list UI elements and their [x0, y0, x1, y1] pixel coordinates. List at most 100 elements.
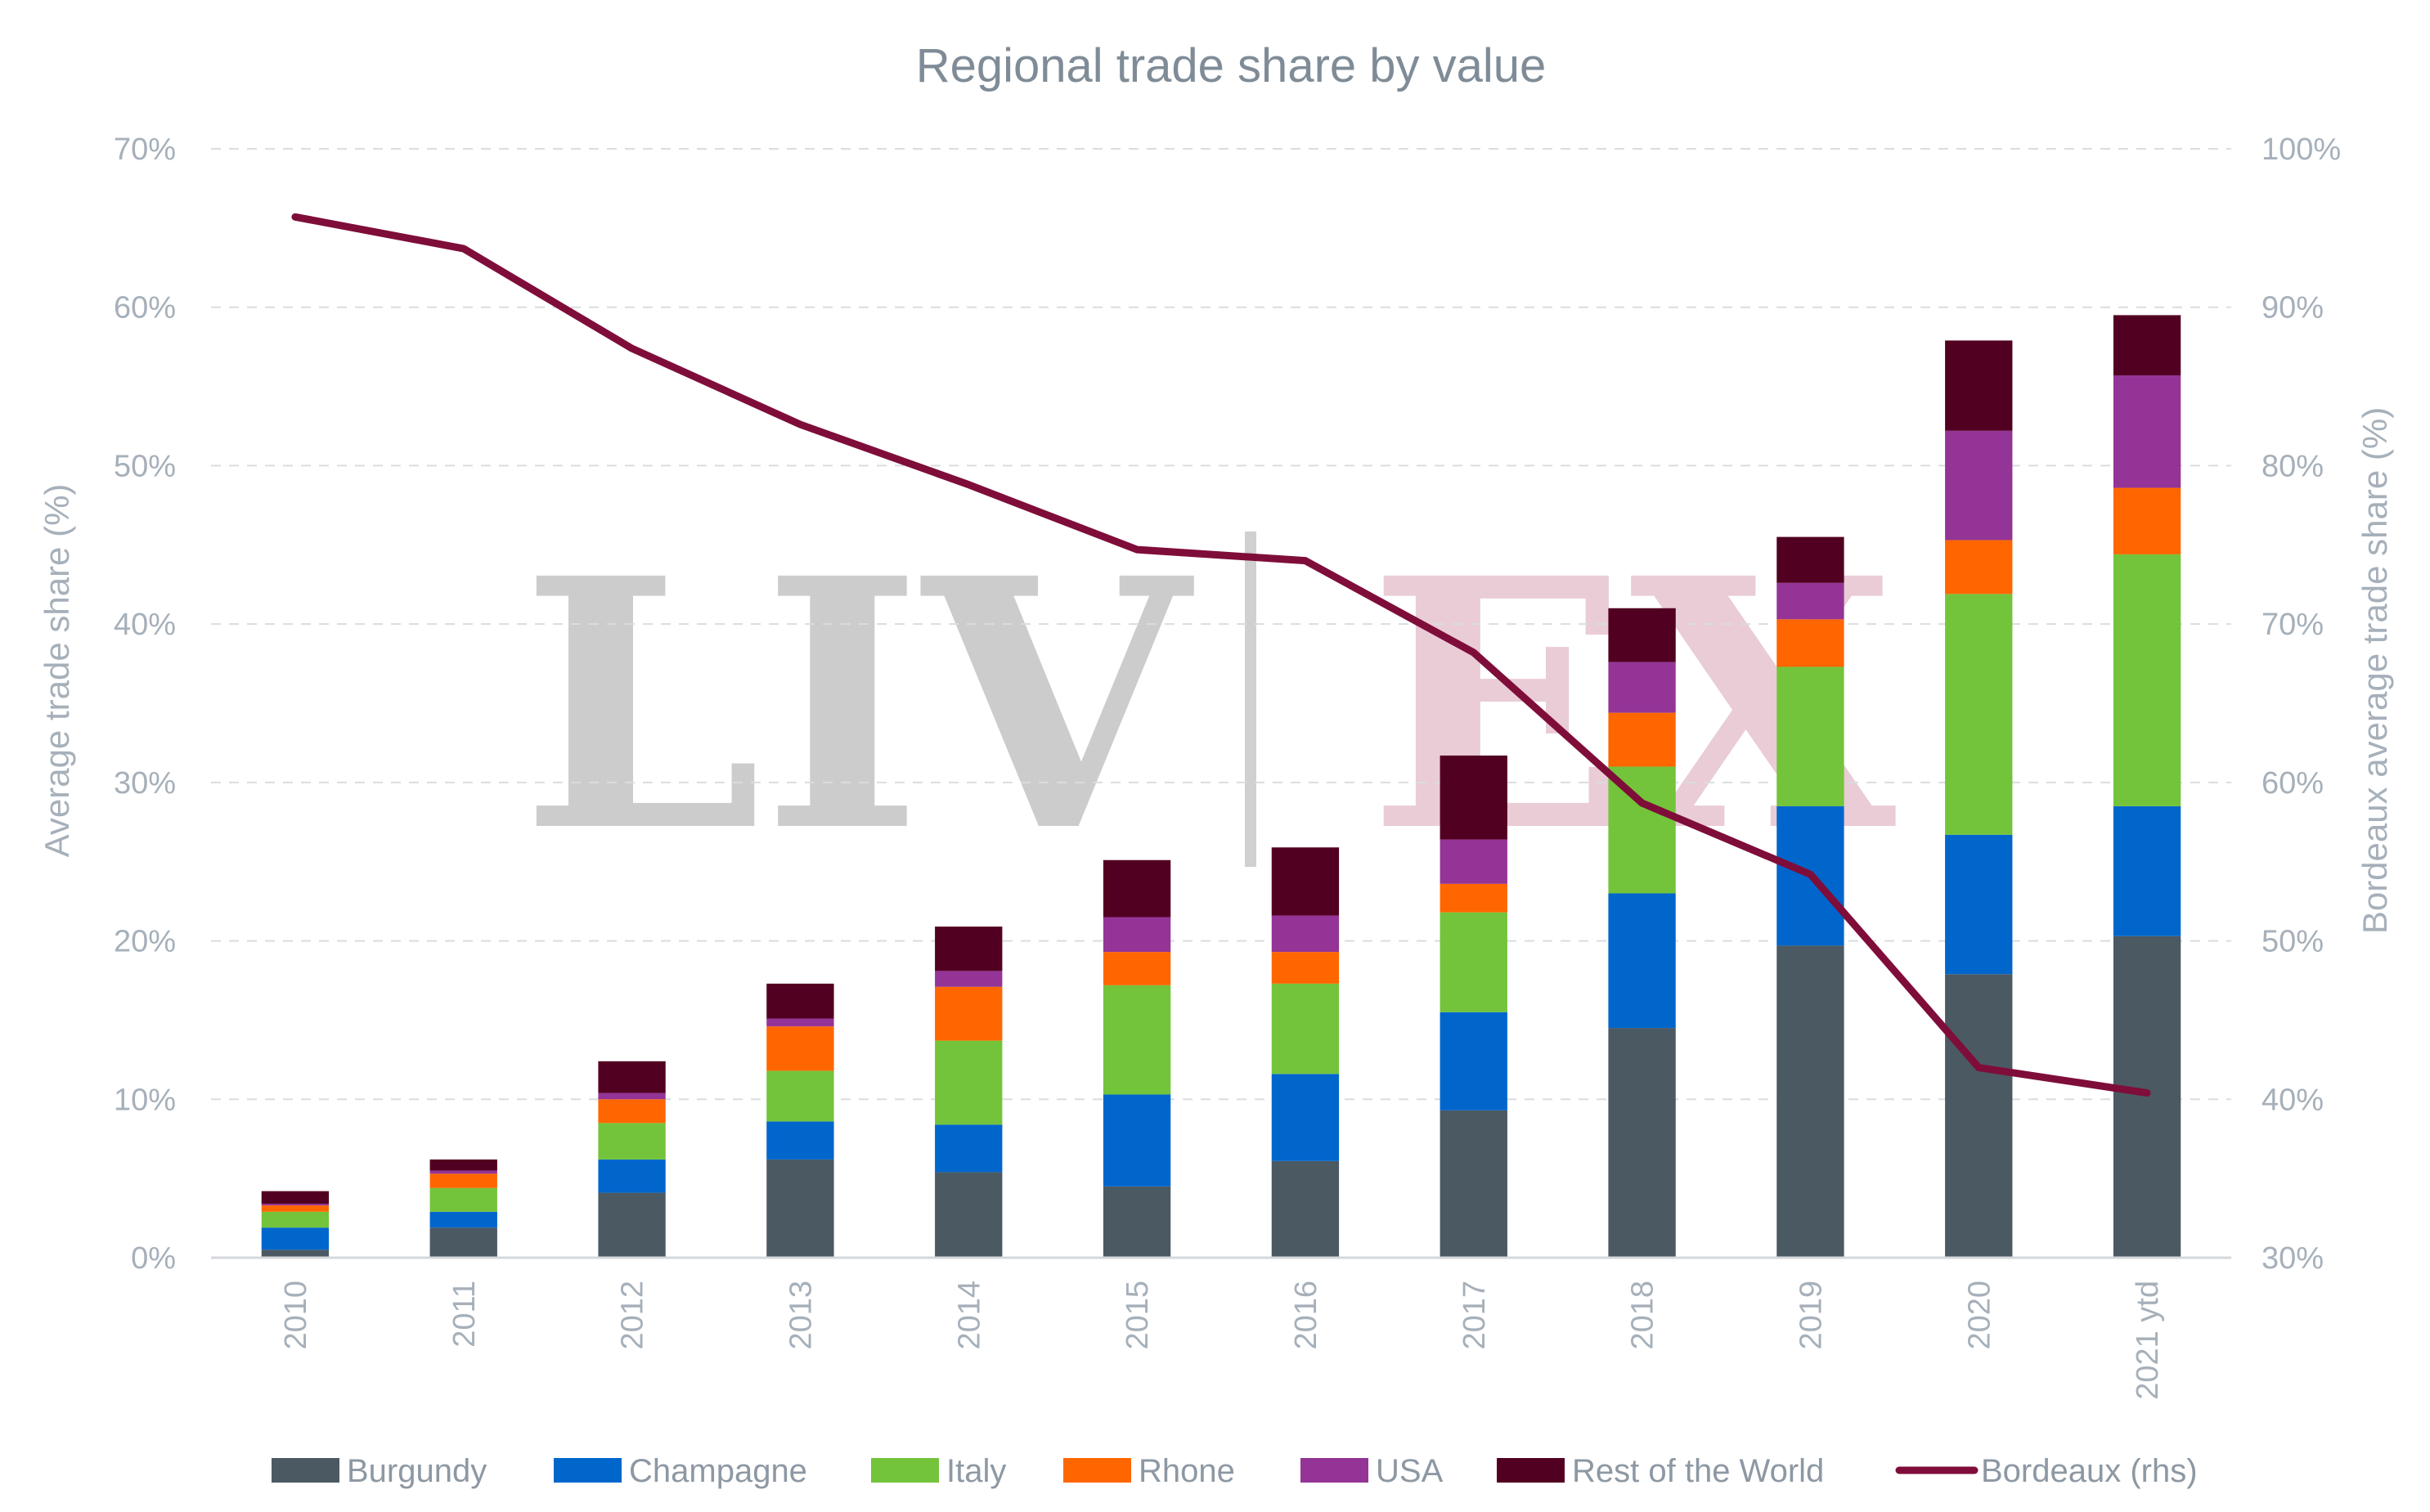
x-tick-label: 2010	[279, 1281, 313, 1350]
bar-italy	[1271, 983, 1340, 1075]
bar-champagne	[1945, 834, 2013, 975]
bar-usa	[1440, 839, 1507, 884]
bar-italy	[261, 1211, 330, 1228]
y-tick-label: 0%	[131, 1241, 176, 1276]
bar-usa	[598, 1092, 666, 1100]
watermark-divider	[1245, 532, 1256, 867]
bar-rhone	[935, 986, 1003, 1041]
legend-label-rhone: Rhone	[1139, 1453, 1235, 1489]
bar-rest-of-the-world	[1271, 847, 1340, 916]
y-tick-label: 40%	[114, 608, 176, 642]
gridlines	[211, 148, 2231, 1101]
bar-champagne	[598, 1159, 666, 1193]
bar-italy	[766, 1070, 834, 1122]
line-bordeaux-rhs	[291, 213, 2151, 1097]
bar-usa	[935, 971, 1003, 987]
x-tick-label: 2018	[1626, 1281, 1660, 1350]
bar-rest-of-the-world	[429, 1159, 497, 1171]
bar-champagne	[429, 1211, 497, 1228]
watermark-liv: LIV	[520, 505, 1196, 908]
bar-burgundy	[1945, 974, 2013, 1258]
bar-burgundy	[1271, 1160, 1340, 1258]
legend-label-bordeaux-rhs: Bordeaux (rhs)	[1981, 1453, 2198, 1489]
bar-italy	[1440, 912, 1507, 1012]
x-tick-label: 2019	[1794, 1281, 1828, 1350]
legend-label-burgundy: Burgundy	[347, 1453, 487, 1489]
bar-burgundy	[1440, 1110, 1507, 1258]
x-tick-label: 2012	[616, 1281, 650, 1350]
x-tick-label: 2020	[1962, 1281, 1997, 1350]
bar-rest-of-the-world	[1608, 608, 1676, 662]
x-tick-label: 2017	[1458, 1281, 1492, 1350]
legend-swatch-usa	[1300, 1458, 1368, 1483]
bar-champagne	[2113, 805, 2181, 936]
bar-rest-of-the-world	[1103, 859, 1171, 918]
axes: 0% 10% 20% 30% 40% 50% 60% 70% 30% 40% 50% 60% 70% 80…	[114, 132, 2341, 1400]
bar-rest-of-the-world	[1440, 755, 1507, 840]
bar-italy	[1103, 985, 1171, 1095]
y-tick-label: 70%	[114, 132, 176, 167]
y2-tick-label: 70%	[2262, 608, 2324, 642]
bar-rhone	[1103, 952, 1171, 985]
bar-champagne	[1440, 1012, 1507, 1110]
bar-italy	[429, 1187, 497, 1212]
bar-rest-of-the-world	[1776, 536, 1844, 583]
bar-burgundy	[598, 1192, 666, 1258]
y-tick-label: 30%	[114, 766, 176, 801]
bar-burgundy	[2113, 935, 2181, 1258]
x-tick-label: 2015	[1121, 1281, 1155, 1350]
bar-usa	[766, 1018, 834, 1027]
bar-champagne	[935, 1124, 1003, 1173]
bar-rhone	[1608, 712, 1676, 767]
legend-label-rest-of-the-world: Rest of the World	[1572, 1453, 1824, 1489]
bar-rhone	[1776, 619, 1844, 667]
bar-usa	[1271, 915, 1340, 953]
legend: Burgundy Champagne Italy Rhone USA Rest of th…	[272, 1453, 2198, 1489]
y-tick-label: 60%	[114, 291, 176, 325]
legend-swatch-italy	[871, 1458, 939, 1483]
legend-swatch-champagne	[554, 1458, 622, 1483]
y2-tick-label: 60%	[2262, 766, 2324, 801]
x-tick-label: 2014	[952, 1281, 986, 1350]
bar-burgundy	[935, 1172, 1003, 1258]
bar-rhone	[261, 1205, 330, 1212]
bar-usa	[1608, 662, 1676, 713]
bar-rhone	[766, 1026, 834, 1071]
bar-rhone	[2113, 487, 2181, 554]
legend-swatch-rhone	[1063, 1458, 1131, 1483]
bar-usa	[1776, 582, 1844, 620]
bar-rhone	[1271, 952, 1340, 984]
bar-rhone	[598, 1099, 666, 1124]
bar-usa	[429, 1170, 497, 1174]
x-tick-label: 2011	[447, 1281, 482, 1348]
bar-champagne	[766, 1121, 834, 1160]
livex-watermark: LIV EX	[520, 505, 1898, 908]
legend-label-usa: USA	[1376, 1453, 1444, 1489]
bar-italy	[935, 1040, 1003, 1125]
bars	[261, 315, 2181, 1258]
bar-rest-of-the-world	[261, 1191, 330, 1205]
y2-tick-label: 90%	[2262, 291, 2324, 325]
bar-burgundy	[1608, 1028, 1676, 1258]
bar-usa	[261, 1204, 330, 1206]
bar-burgundy	[1776, 945, 1844, 1258]
y2-tick-label: 80%	[2262, 449, 2324, 483]
y2-tick-label: 50%	[2262, 925, 2324, 959]
x-tick-label: 2016	[1289, 1281, 1323, 1350]
y-tick-label: 20%	[114, 925, 176, 959]
bar-italy	[598, 1123, 666, 1160]
bar-champagne	[1103, 1094, 1171, 1187]
bar-rhone	[429, 1173, 497, 1188]
x-tick-label: 2013	[784, 1281, 818, 1350]
bar-burgundy	[429, 1227, 497, 1258]
y2-tick-label: 40%	[2262, 1083, 2324, 1117]
y2-tick-label: 30%	[2262, 1241, 2324, 1276]
y-tick-label: 50%	[114, 449, 176, 483]
bar-rest-of-the-world	[766, 983, 834, 1019]
y2-axis-label: Bordeaux average trade share (%)	[2356, 407, 2394, 934]
y-tick-label: 10%	[114, 1083, 176, 1117]
bar-usa	[2113, 375, 2181, 488]
bar-burgundy	[766, 1159, 834, 1258]
